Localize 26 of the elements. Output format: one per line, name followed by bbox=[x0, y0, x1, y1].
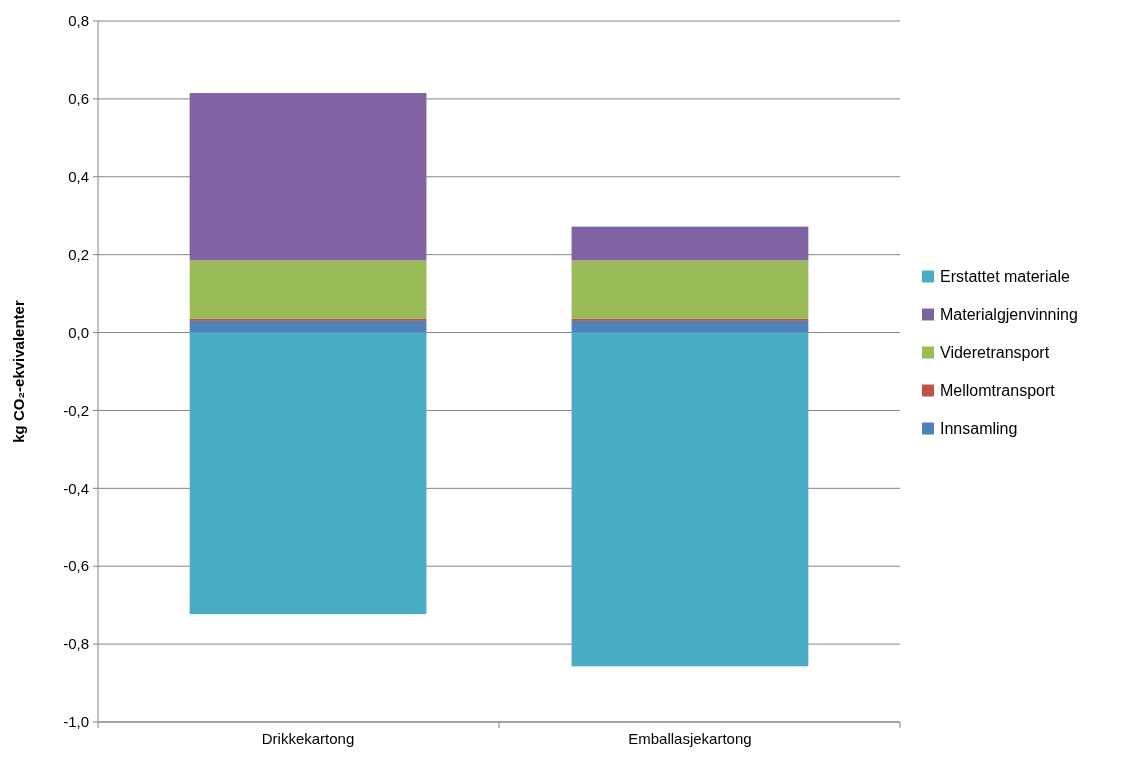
legend-label: Innsamling bbox=[940, 420, 1018, 438]
y-tick-label: -0,2 bbox=[63, 401, 89, 419]
legend-label: Videretransport bbox=[940, 344, 1050, 362]
bar bbox=[189, 332, 427, 615]
y-tick-label: 0,8 bbox=[68, 12, 89, 30]
bar bbox=[571, 320, 809, 333]
bar bbox=[189, 260, 427, 319]
bar bbox=[571, 332, 809, 667]
legend-label: Materialgjenvinning bbox=[940, 306, 1078, 324]
x-tick-label: Emballasjekartong bbox=[628, 730, 752, 747]
bar bbox=[189, 93, 427, 261]
legend-label: Erstattet materiale bbox=[940, 268, 1070, 286]
y-tick-label: 0,0 bbox=[68, 323, 89, 341]
legend-label: Mellomtransport bbox=[940, 382, 1056, 400]
y-axis-title: kg CO₂-ekvivalenter bbox=[10, 300, 27, 443]
y-tick-label: 0,2 bbox=[68, 245, 89, 263]
y-tick-label: -0,4 bbox=[63, 479, 89, 497]
y-tick-label: -0,6 bbox=[63, 557, 89, 575]
bar bbox=[571, 226, 809, 261]
bar bbox=[189, 320, 427, 333]
y-tick-label: 0,6 bbox=[68, 90, 89, 108]
x-tick-label: Drikkekartong bbox=[261, 730, 355, 747]
bar bbox=[571, 260, 809, 319]
y-tick-label: 0,4 bbox=[68, 168, 89, 186]
y-tick-label: -1,0 bbox=[63, 713, 89, 731]
y-tick-label: -0,8 bbox=[63, 635, 89, 653]
